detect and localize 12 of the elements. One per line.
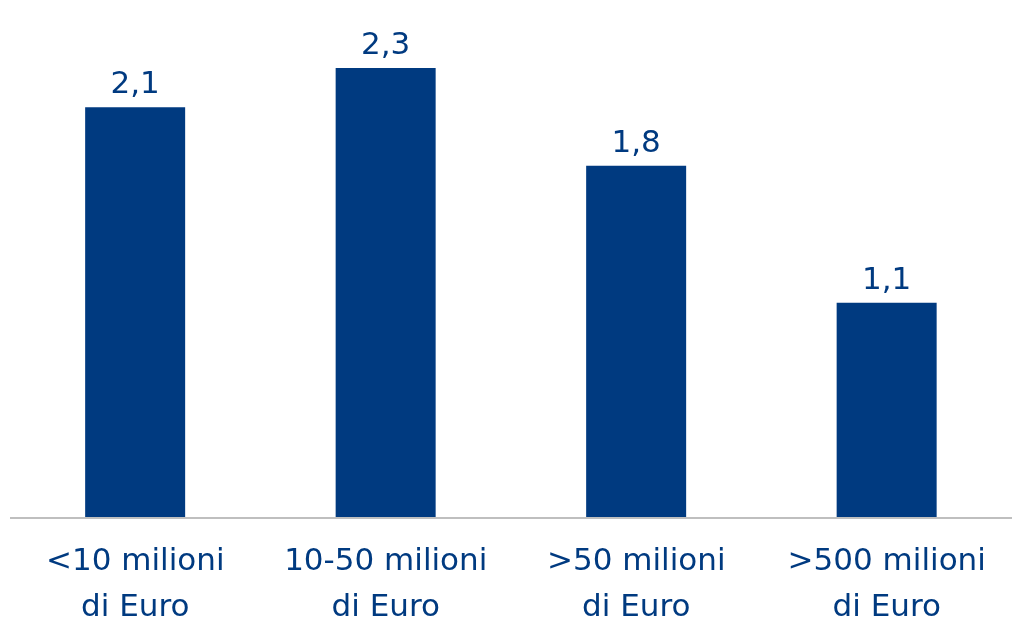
bar (335, 68, 436, 518)
data-label: 2,3 (360, 25, 411, 61)
x-tick-label: <10 milioni di Euro (45, 541, 225, 623)
x-tick-label: >50 milioni di Euro (546, 541, 726, 623)
bar (836, 302, 937, 518)
data-label: 1,8 (611, 122, 661, 159)
x-tick-label: >500 milioni di Euro (787, 541, 986, 623)
bar (586, 165, 687, 518)
x-tick-label: 10-50 milioni di Euro (284, 541, 488, 623)
data-label: 1,1 (861, 259, 912, 296)
data-label: 2,1 (110, 64, 160, 101)
bar (85, 107, 186, 518)
